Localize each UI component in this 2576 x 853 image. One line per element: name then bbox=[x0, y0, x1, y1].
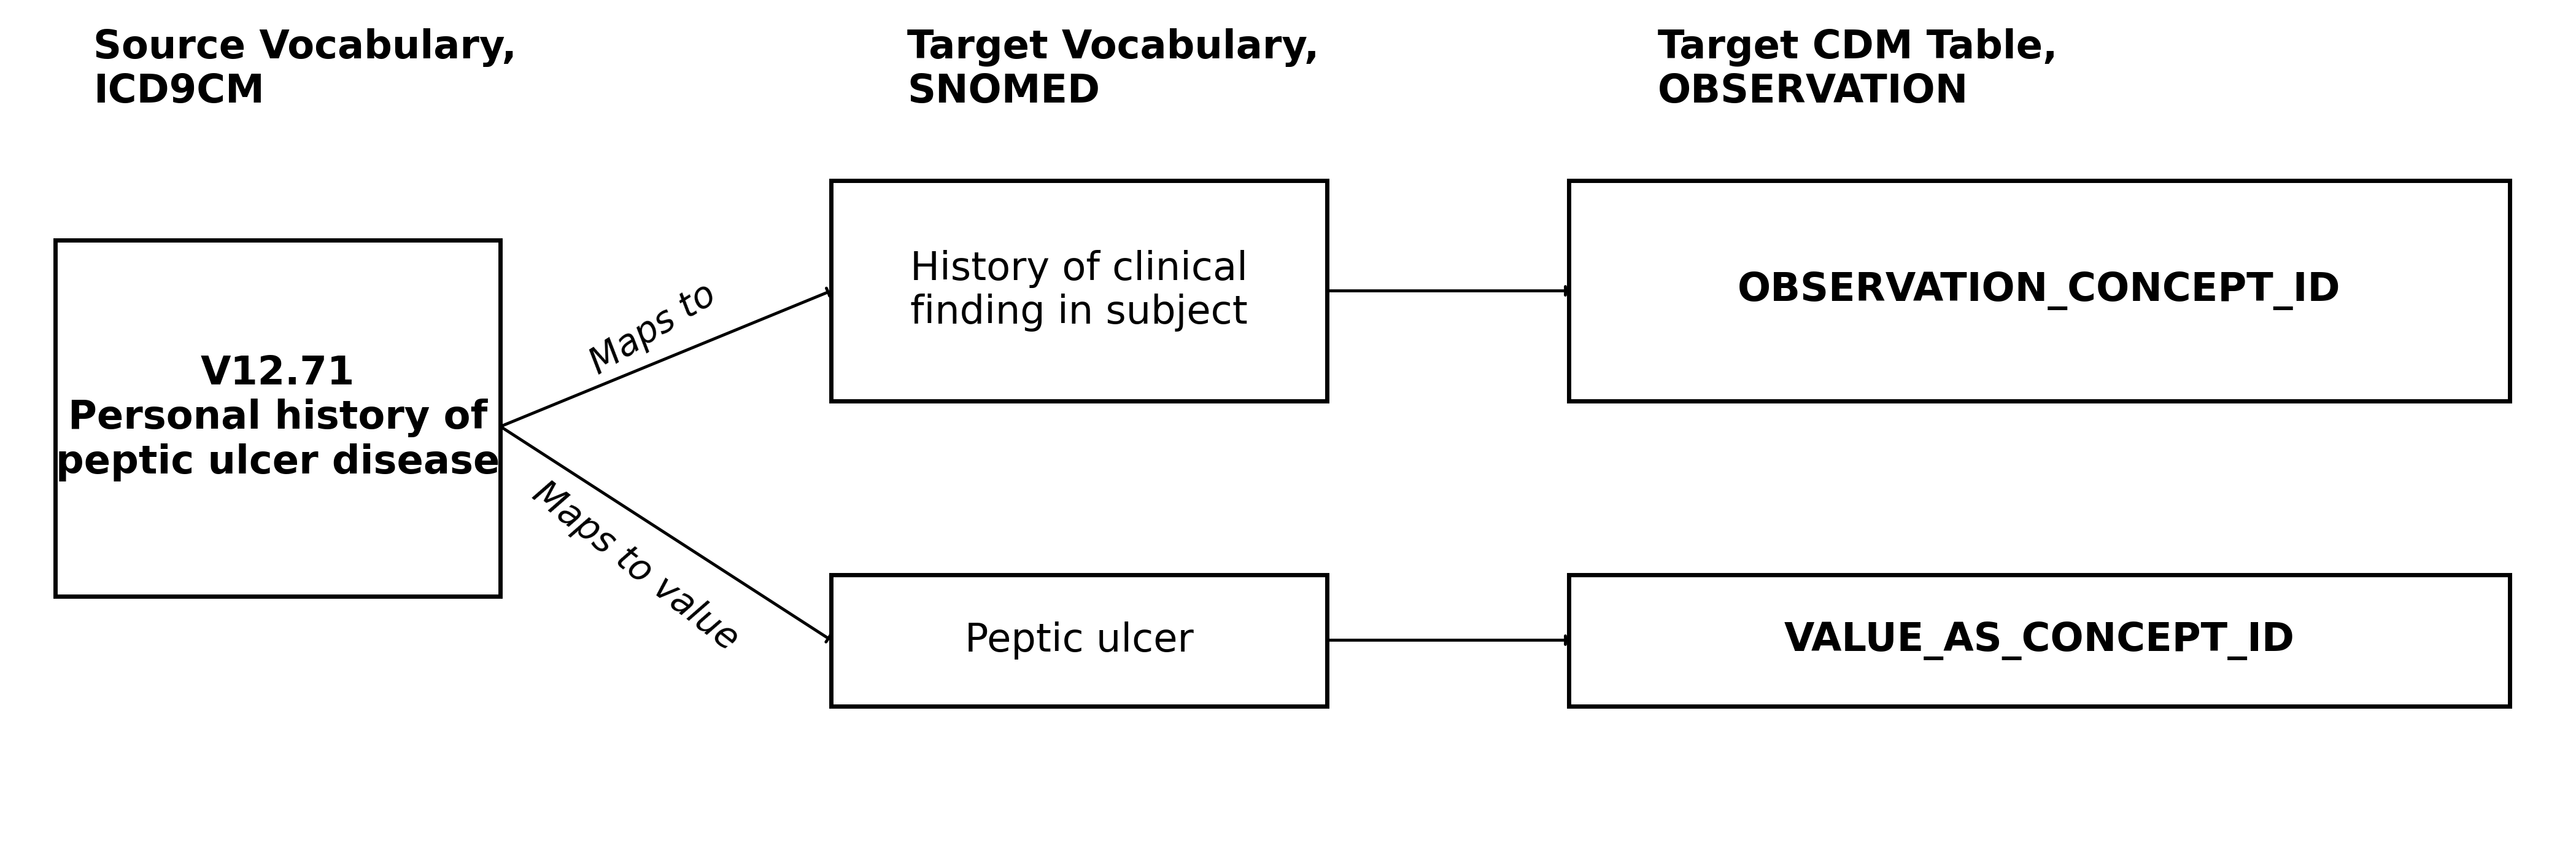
FancyBboxPatch shape bbox=[832, 575, 1327, 706]
Text: History of clinical
finding in subject: History of clinical finding in subject bbox=[909, 250, 1247, 332]
FancyBboxPatch shape bbox=[54, 240, 500, 596]
Text: Peptic ulcer: Peptic ulcer bbox=[966, 622, 1193, 659]
Text: VALUE_AS_CONCEPT_ID: VALUE_AS_CONCEPT_ID bbox=[1785, 621, 2295, 660]
FancyBboxPatch shape bbox=[832, 181, 1327, 401]
Text: Source Vocabulary,
ICD9CM: Source Vocabulary, ICD9CM bbox=[93, 28, 518, 111]
FancyBboxPatch shape bbox=[1569, 575, 2509, 706]
Text: V12.71
Personal history of
peptic ulcer disease: V12.71 Personal history of peptic ulcer … bbox=[57, 355, 500, 481]
Text: Maps to: Maps to bbox=[585, 276, 721, 381]
Text: Target Vocabulary,
SNOMED: Target Vocabulary, SNOMED bbox=[907, 28, 1319, 111]
Text: Maps to value: Maps to value bbox=[526, 475, 744, 658]
Text: Target CDM Table,
OBSERVATION: Target CDM Table, OBSERVATION bbox=[1659, 28, 2058, 111]
FancyBboxPatch shape bbox=[1569, 181, 2509, 401]
Text: OBSERVATION_CONCEPT_ID: OBSERVATION_CONCEPT_ID bbox=[1739, 271, 2342, 310]
